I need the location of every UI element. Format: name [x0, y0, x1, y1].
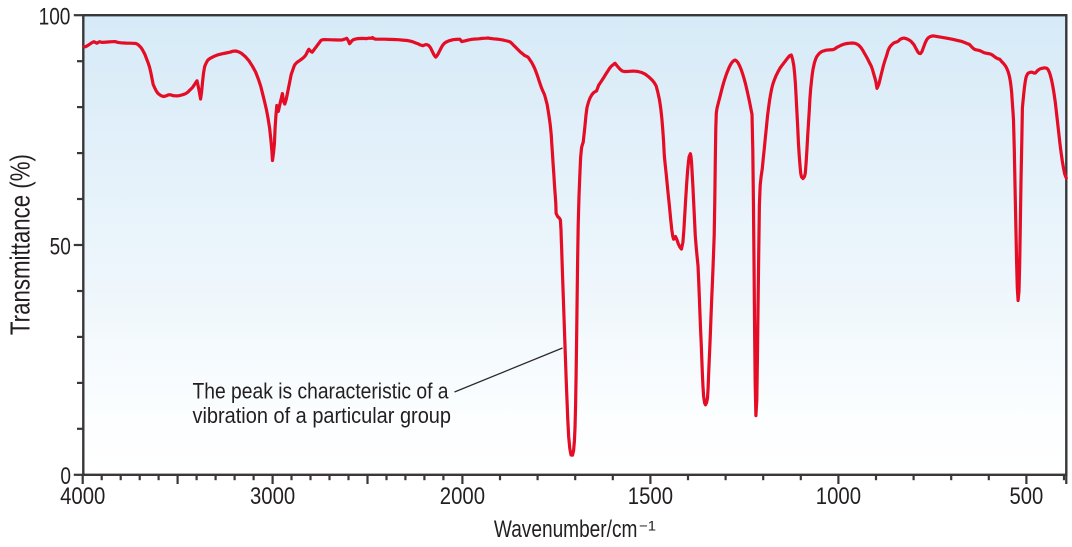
svg-text:1500: 1500 — [628, 483, 673, 510]
svg-text:−1: −1 — [639, 518, 656, 534]
svg-text:Wavenumber/cm: Wavenumber/cm — [494, 517, 638, 543]
svg-text:4000: 4000 — [60, 483, 105, 510]
svg-text:The peak is characteristic of: The peak is characteristic of a — [193, 379, 449, 404]
svg-text:500: 500 — [1010, 483, 1044, 510]
svg-text:50: 50 — [50, 233, 71, 260]
svg-text:0: 0 — [60, 463, 71, 490]
svg-text:Transmittance (%): Transmittance (%) — [5, 154, 36, 335]
svg-text:100: 100 — [39, 4, 71, 31]
svg-text:2000: 2000 — [440, 483, 485, 510]
svg-text:vibration of a particular grou: vibration of a particular group — [193, 403, 452, 428]
svg-text:3000: 3000 — [250, 483, 295, 510]
svg-text:1000: 1000 — [816, 483, 861, 510]
